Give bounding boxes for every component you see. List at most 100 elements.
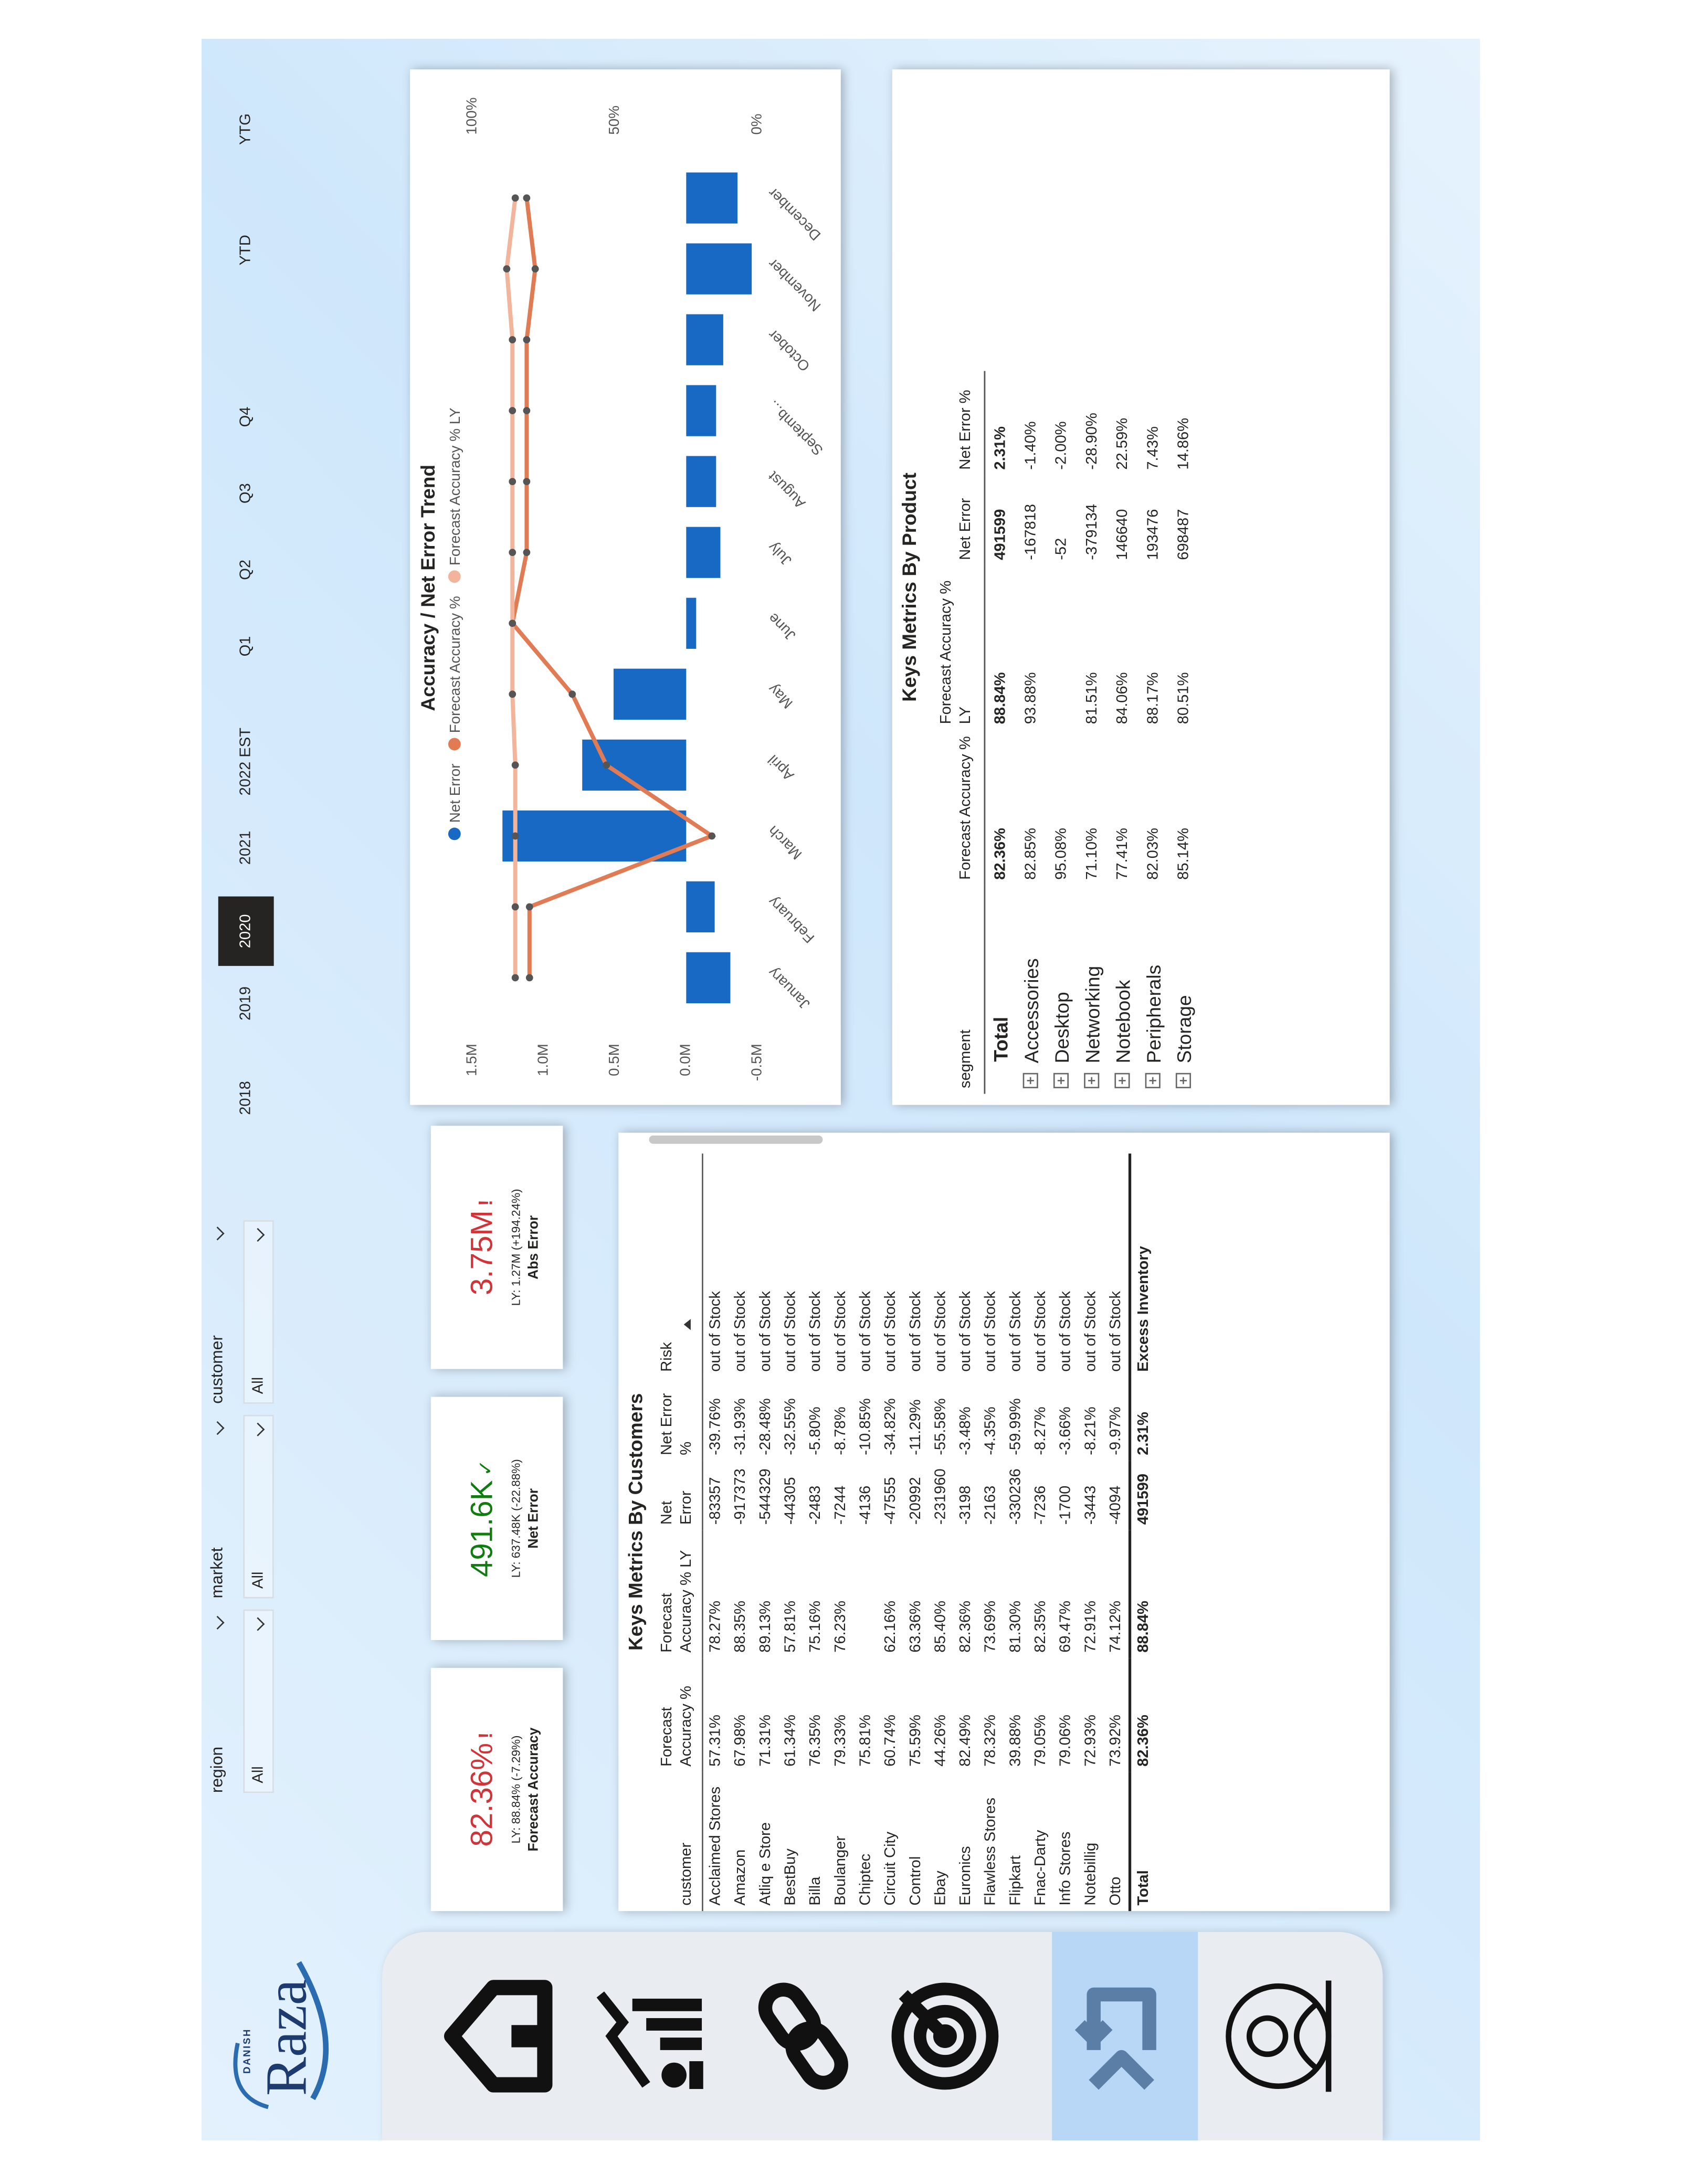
table-cell: Accessories [1016, 885, 1046, 1094]
legend-marker [448, 827, 461, 841]
table-cell: -44305 [782, 1477, 799, 1525]
period-tab[interactable]: YTG [237, 113, 254, 145]
table-cell: -20992 [907, 1477, 924, 1525]
slicer-label: region [207, 1610, 235, 1793]
table-cell: 89.13% [757, 1600, 774, 1653]
expand-button[interactable] [1145, 1073, 1161, 1088]
person-icon[interactable] [1226, 1980, 1332, 2092]
table-cell: out of Stock [932, 1291, 950, 1372]
kpi-label: Net Error [526, 1488, 542, 1549]
column-header[interactable]: Forecast Accuracy % [655, 1658, 703, 1772]
table-cell: -4.35% [982, 1406, 999, 1455]
bar [582, 739, 687, 791]
table-cell: -2483 [807, 1485, 825, 1525]
table-cell [853, 1530, 879, 1658]
table-row: Flawless Stores 78.32% 73.69% -2163 -4.35% ou… [978, 1153, 1004, 1911]
column-header[interactable]: Net Error [934, 475, 985, 566]
x-tick-label: Septemb... [765, 397, 826, 459]
segment-name: Accessories [1020, 958, 1042, 1064]
table-cell: Notebillig [1082, 1842, 1100, 1906]
period-tab[interactable]: 2020 [218, 896, 274, 966]
table-cell: 82.49% [957, 1715, 975, 1767]
period-tab[interactable]: 2019 [237, 986, 254, 1021]
table-cell: 44.26% [932, 1715, 950, 1767]
expand-button[interactable] [1022, 1073, 1038, 1088]
home-icon[interactable] [444, 1980, 553, 2093]
column-header[interactable]: Risk [655, 1153, 703, 1378]
expand-button[interactable] [1084, 1073, 1100, 1088]
total-cell: 491599 [1130, 1461, 1156, 1530]
link-icon[interactable] [758, 1982, 848, 2090]
column-header[interactable]: segment [934, 885, 985, 1094]
table-cell: 57.81% [782, 1600, 799, 1653]
column-header[interactable]: Net Error % [655, 1377, 703, 1461]
expand-button[interactable] [1175, 1073, 1192, 1088]
segment-name: Networking [1081, 965, 1104, 1064]
period-tab[interactable]: 2018 [237, 1080, 254, 1115]
segment-name: Storage [1173, 995, 1195, 1064]
table-row: Notebillig 72.93% 72.91% -3443 -8.21% out of … [1079, 1153, 1104, 1911]
table-cell: Boulanger [832, 1835, 849, 1906]
kpi-value-row: 82.36%! [464, 1668, 500, 1911]
target-icon[interactable] [891, 1982, 999, 2090]
chart-icon[interactable] [596, 1991, 703, 2090]
line-point [511, 761, 519, 769]
period-tab[interactable]: 2022 EST [237, 727, 254, 796]
table-cell: out of Stock [707, 1291, 724, 1372]
table-cell: -32.55% [782, 1398, 799, 1455]
table-cell: 84.06% [1114, 672, 1132, 724]
period-tab[interactable]: Q2 [237, 559, 254, 580]
kpi-value: 3.75M [464, 1210, 499, 1296]
y-tick-label: 1.5M [463, 1044, 480, 1076]
arrows-icon[interactable] [1074, 1987, 1156, 2090]
table-cell: 63.36% [907, 1600, 924, 1653]
table-cell: 73.69% [982, 1600, 999, 1653]
expand-button[interactable] [1114, 1073, 1130, 1088]
column-header[interactable]: customer [655, 1772, 703, 1912]
table-cell: Info Stores [1057, 1831, 1074, 1906]
chevron [251, 1422, 265, 1436]
slicer-dropdown[interactable]: All [243, 1415, 274, 1599]
table-cell: Storage [1169, 885, 1199, 1094]
column-header[interactable]: Net Error [655, 1461, 703, 1530]
slicer-dropdown[interactable]: All [243, 1220, 274, 1404]
table-cell: Acclaimed Stores [707, 1786, 724, 1906]
table-cell: Notebook [1108, 885, 1138, 1094]
line [510, 197, 716, 978]
column-header[interactable]: Net Error % [934, 371, 985, 476]
table-cell: -8.27% [1032, 1406, 1049, 1455]
table-cell: -8.78% [832, 1406, 849, 1455]
table-cell: out of Stock [1082, 1291, 1100, 1372]
period-tab[interactable]: Q1 [237, 636, 254, 657]
column-header[interactable]: Forecast Accuracy % LY [934, 565, 985, 730]
period-tab[interactable]: YTD [237, 235, 254, 266]
period-tab[interactable]: Q3 [237, 483, 254, 504]
column-header[interactable]: Forecast Accuracy % LY [655, 1530, 703, 1658]
bar [502, 810, 687, 862]
table-row: Desktop 95.08% -52 -2.00% [1047, 371, 1077, 1094]
scrollbar[interactable] [649, 1135, 823, 1144]
slicer: region All [207, 1609, 274, 1793]
period-tab[interactable]: 2021 [237, 831, 254, 865]
slicer-value: All [250, 1571, 267, 1589]
table-cell: Desktop [1047, 885, 1077, 1094]
table-cell: -8.21% [1082, 1406, 1100, 1455]
column-header[interactable]: Forecast Accuracy % [934, 729, 985, 886]
table-cell: out of Stock [1057, 1291, 1074, 1372]
table-cell: Atliq e Store [757, 1822, 774, 1906]
table-cell: 82.35% [1032, 1600, 1049, 1653]
bar [686, 243, 752, 295]
table-row: Fnac-Darty 79.05% 82.35% -7236 -8.27% out of … [1028, 1153, 1053, 1911]
table-cell: Flawless Stores [982, 1798, 999, 1906]
table-cell: -3443 [1082, 1485, 1100, 1525]
table-cell: out of Stock [832, 1291, 849, 1372]
segment-name: Peripherals [1142, 964, 1165, 1064]
table-cell: Circuit City [882, 1831, 900, 1906]
table-cell: 74.12% [1108, 1600, 1124, 1653]
kpi-label: Abs Error [526, 1215, 542, 1280]
slicer-dropdown[interactable]: All [243, 1609, 274, 1793]
period-tab[interactable]: Q4 [237, 406, 254, 427]
table-cell: 72.91% [1082, 1600, 1100, 1653]
expand-button[interactable] [1053, 1073, 1069, 1088]
table-row: BestBuy 61.34% 57.81% -44305 -32.55% out of S… [778, 1153, 804, 1911]
